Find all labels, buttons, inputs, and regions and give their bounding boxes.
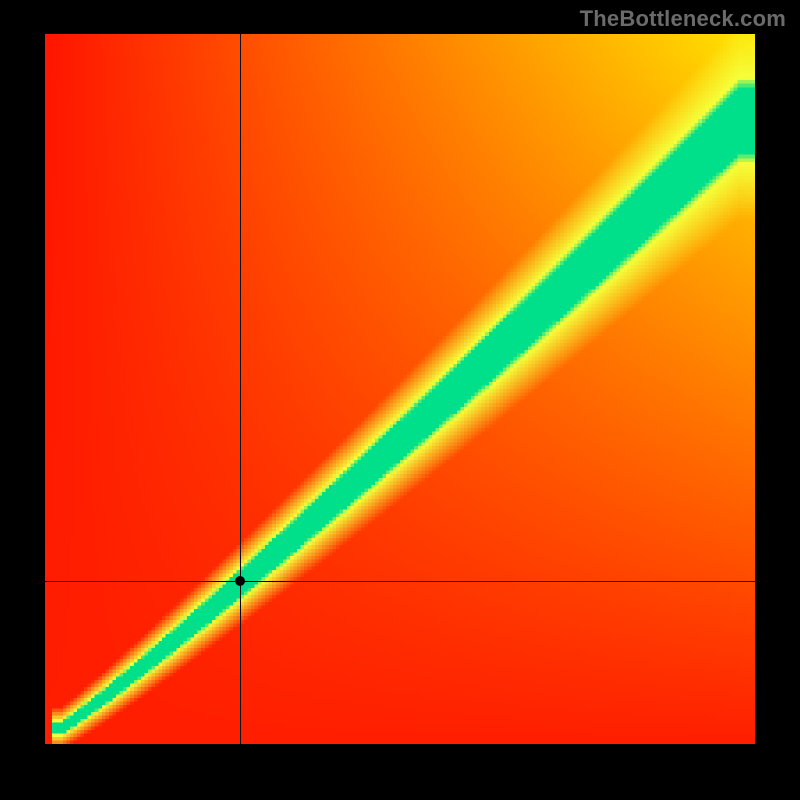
crosshair-horizontal — [45, 581, 755, 582]
chart-container: TheBottleneck.com — [0, 0, 800, 800]
plot-area — [45, 34, 755, 744]
heatmap-canvas — [45, 34, 755, 744]
marker-dot — [235, 576, 245, 586]
watermark-text: TheBottleneck.com — [580, 6, 786, 32]
crosshair-vertical — [240, 34, 241, 744]
